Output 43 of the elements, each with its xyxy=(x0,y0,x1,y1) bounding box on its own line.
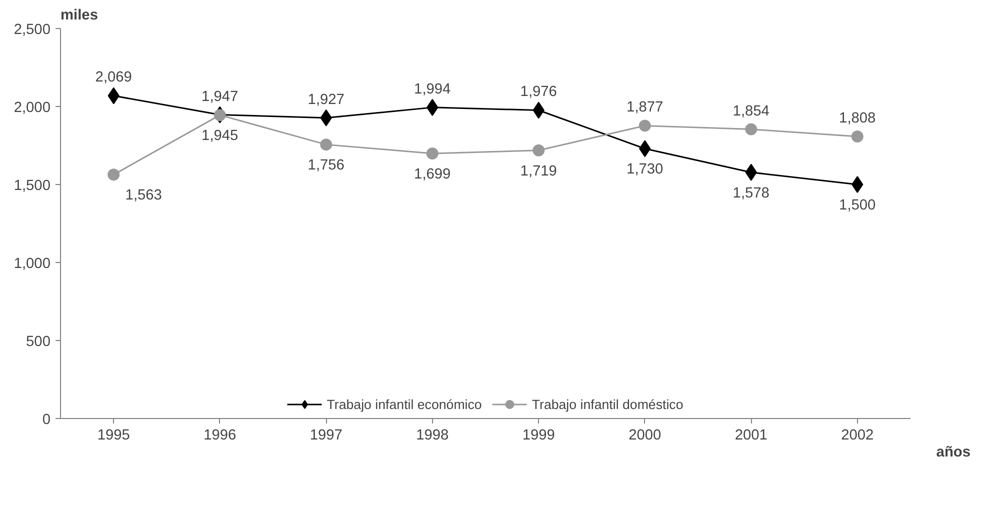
data-label: 1,877 xyxy=(626,100,664,116)
x-tick-label: 1997 xyxy=(310,428,342,444)
x-tick-label: 2001 xyxy=(734,428,768,444)
point xyxy=(851,130,864,142)
y-axis-title: miles xyxy=(60,8,98,24)
data-label: 1,854 xyxy=(732,103,770,120)
y-tick-label: 2,000 xyxy=(14,100,51,116)
point xyxy=(426,147,438,160)
data-label: 1,578 xyxy=(732,185,770,202)
data-label: 1,500 xyxy=(839,198,876,214)
data-label: 1,730 xyxy=(626,162,664,178)
data-label: 1,756 xyxy=(308,158,344,174)
x-tick-label: 1998 xyxy=(416,428,449,444)
data-label: 1,563 xyxy=(125,188,162,204)
x-tick-label: 2000 xyxy=(628,428,662,444)
point xyxy=(745,123,758,136)
y-tick-label: 0 xyxy=(42,412,51,428)
y-tick-label: 1,500 xyxy=(14,178,51,194)
legend-label: Trabajo infantil doméstico xyxy=(532,396,684,412)
data-label: 1,947 xyxy=(202,88,238,105)
data-label: 1,945 xyxy=(202,128,238,144)
y-tick-label: 1,000 xyxy=(14,256,51,272)
point xyxy=(214,109,226,122)
y-tick-label: 500 xyxy=(26,334,51,350)
y-tick-label: 2,500 xyxy=(14,22,51,38)
legend-label: Trabajo infantil económico xyxy=(326,396,482,412)
data-label: 1,719 xyxy=(520,163,557,180)
x-tick-label: 1999 xyxy=(522,428,555,444)
data-label: 1,994 xyxy=(414,81,451,98)
data-label: 1,808 xyxy=(839,110,876,126)
data-label: 1,976 xyxy=(520,84,557,100)
point xyxy=(638,120,651,132)
data-label: 2,069 xyxy=(95,70,132,86)
x-tick-label: 1995 xyxy=(97,428,130,444)
x-axis-title: años xyxy=(936,444,971,460)
point xyxy=(320,138,332,151)
point xyxy=(532,144,545,156)
x-tick-label: 1996 xyxy=(204,428,236,444)
x-tick-label: 2002 xyxy=(841,428,874,444)
point xyxy=(108,168,120,181)
point xyxy=(852,176,864,193)
data-label: 1,699 xyxy=(414,166,451,182)
data-label: 1,927 xyxy=(308,92,344,108)
